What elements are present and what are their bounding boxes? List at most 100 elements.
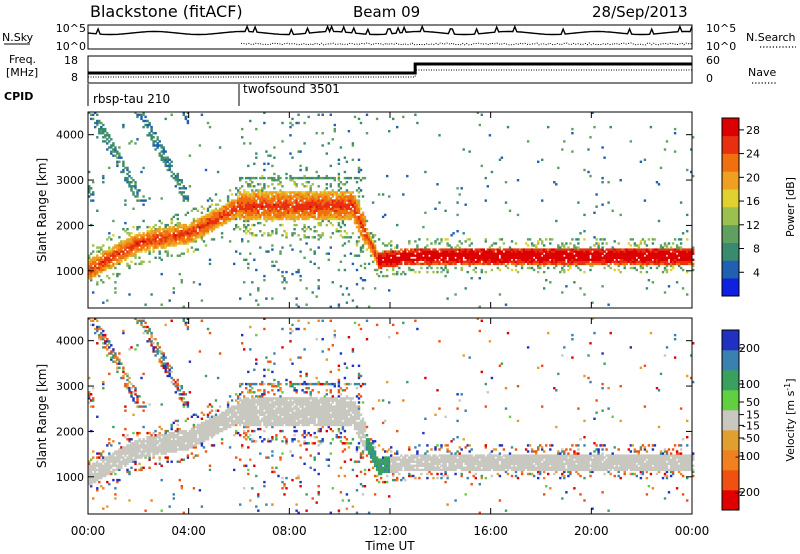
range-cell [297,191,300,194]
range-cell [490,252,494,255]
range-cell [94,466,97,469]
range-cell [120,376,123,380]
range-cell [396,244,399,247]
range-cell [526,248,530,251]
range-cell [426,270,429,274]
range-cell [226,215,230,219]
range-cell [543,256,546,259]
range-cell [321,207,324,210]
range-cell [365,219,369,223]
range-cell [539,258,542,261]
range-cell [559,254,562,257]
range-cell [134,254,137,257]
range-cell [398,256,401,259]
range-cell [287,191,290,194]
range-cell [164,236,167,239]
range-cell [665,140,669,143]
range-cell [293,211,296,214]
range-cell [532,262,536,266]
range-cell [263,193,266,196]
range-cell [134,317,137,320]
range-cell [541,262,544,266]
range-cell [384,260,387,263]
range-cell [474,260,477,263]
range-cell [357,221,361,225]
range-cell [575,264,578,268]
range-cell [585,254,588,257]
range-cell [307,207,310,210]
range-cell [321,144,324,147]
range-cell [645,248,649,251]
range-cell [180,234,183,237]
range-cell [599,252,602,255]
range-cell [186,248,190,251]
range-cell [261,187,264,190]
range-cell [180,187,183,190]
range-cell [335,211,338,214]
power-colorbar-tick-label: 8 [753,243,760,256]
range-cell [164,356,167,359]
range-cell [363,223,367,227]
range-cell [90,117,93,121]
range-cell [222,215,226,219]
range-cell [208,197,212,200]
range-cell [269,234,272,237]
range-cell [631,254,634,257]
range-cell [651,281,655,284]
range-cell [170,444,173,447]
range-cell [210,217,214,221]
range-cell [488,246,492,249]
range-cell [593,254,596,257]
range-cell [313,230,316,233]
range-cell [190,440,194,443]
range-cell [245,203,248,206]
range-cell [565,248,568,251]
range-cell [661,248,665,251]
range-cell [458,250,461,253]
range-cell [613,250,616,253]
range-cell [208,219,212,223]
range-cell [367,242,371,245]
range-cell [490,250,494,253]
range-cell [126,460,129,463]
range-cell [315,205,318,208]
range-cell [243,281,246,284]
range-cell [647,252,651,255]
range-cell [245,197,248,200]
range-cell [448,248,451,251]
range-cell [166,230,169,233]
range-cell [259,215,262,219]
range-cell [585,262,588,266]
range-cell [172,431,175,435]
range-cell [162,236,165,239]
range-cell [130,438,133,441]
range-cell [522,260,526,263]
range-cell [188,434,192,437]
range-cell [156,236,159,239]
range-cell [643,240,647,243]
range-cell [130,140,133,143]
range-cell [343,156,347,159]
range-cell [579,256,582,259]
range-cell [88,397,91,400]
range-cell [130,442,133,445]
range-cell [305,191,308,194]
range-cell [102,252,105,255]
range-cell [635,268,638,272]
range-cell [563,258,566,261]
range-cell [237,205,240,208]
range-cell [158,219,161,223]
range-cell [128,264,131,268]
range-cell [162,362,165,365]
range-cell [198,144,202,147]
range-cell [551,260,554,263]
range-cell [440,270,443,274]
range-cell [184,242,187,245]
range-cell [106,238,109,241]
range-cell [359,277,363,280]
range-cell [164,436,167,439]
range-cell [158,230,161,233]
range-cell [245,232,248,235]
range-cell [567,246,570,249]
range-cell [675,260,679,263]
